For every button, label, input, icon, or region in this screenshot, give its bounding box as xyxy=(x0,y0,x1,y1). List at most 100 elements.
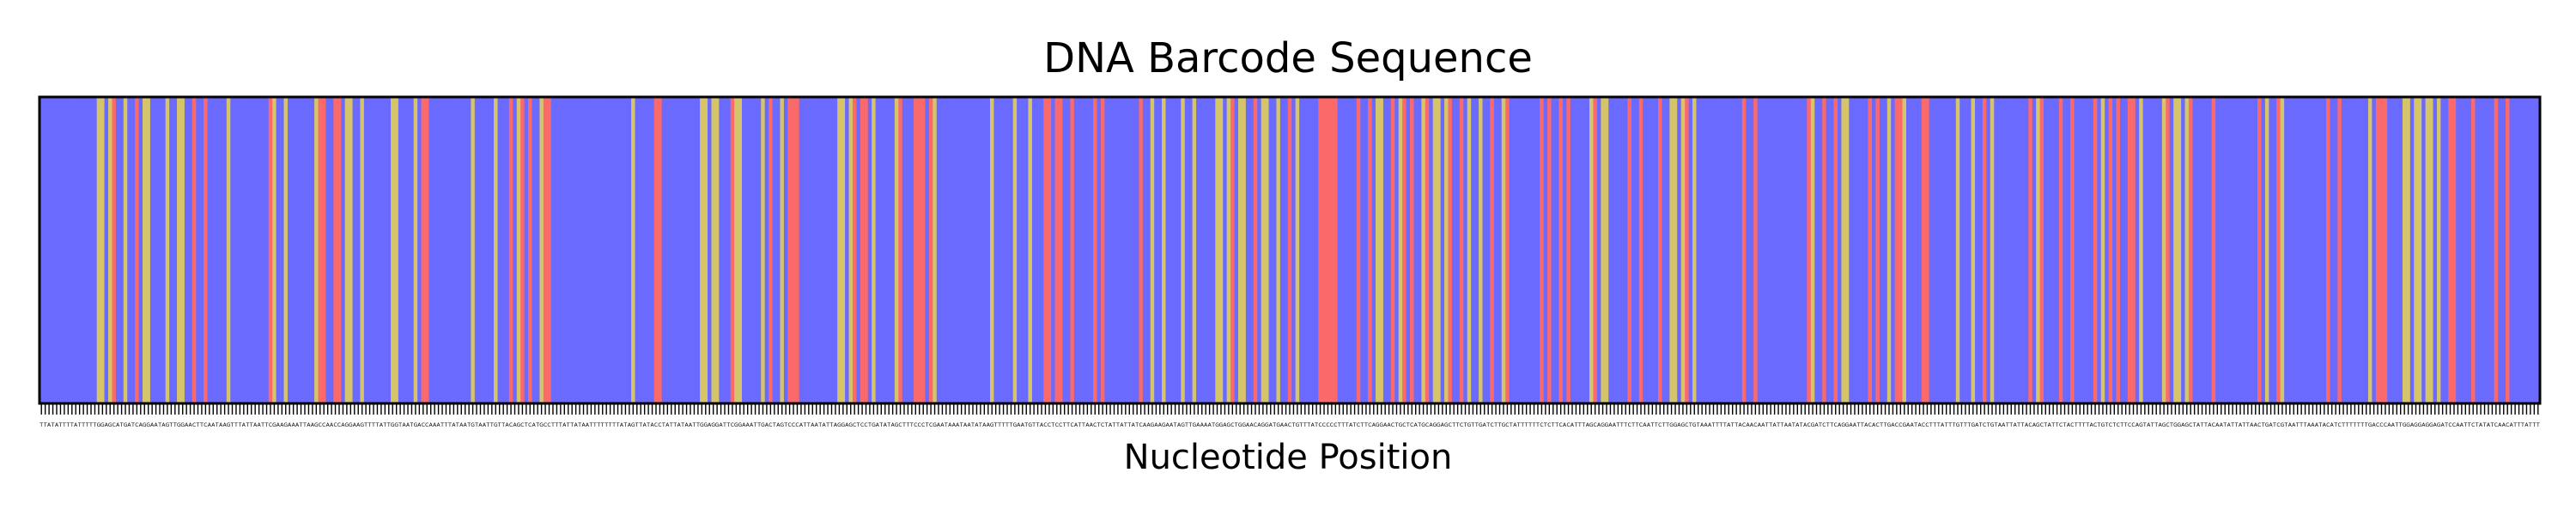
x-tick-label: T xyxy=(829,422,834,428)
x-tick-label: T xyxy=(1959,422,1964,428)
x-tick-label: A xyxy=(433,422,437,428)
nucleotide-bar xyxy=(2211,97,2216,403)
x-tick-label: A xyxy=(330,422,334,428)
x-tick-label: A xyxy=(665,422,670,428)
x-tick-label: A xyxy=(326,422,331,428)
x-tick-label: T xyxy=(1818,422,1822,428)
nucleotide-bar xyxy=(2417,97,2422,403)
x-tick-label: A xyxy=(161,422,166,428)
nucleotide-bar xyxy=(165,97,170,403)
nucleotide-bar xyxy=(2222,97,2227,403)
nucleotide-bar xyxy=(222,97,228,403)
nucleotide-bar xyxy=(1501,97,1506,403)
nucleotide-bar xyxy=(2161,97,2166,403)
x-tick-label: T xyxy=(2341,422,2345,428)
x-tick-label: G xyxy=(841,422,846,428)
x-tick-label: G xyxy=(166,422,170,428)
x-tick-label: T xyxy=(1036,422,1040,428)
x-tick-label: T xyxy=(234,422,238,428)
x-tick-label: A xyxy=(1223,422,1227,428)
x-tick-label: T xyxy=(1314,422,1318,428)
nucleotide-bar xyxy=(890,97,896,403)
nucleotide-bar xyxy=(539,97,544,403)
nucleotide-bar xyxy=(867,97,872,403)
nucleotide-bar xyxy=(2208,97,2213,403)
nucleotide-bar xyxy=(520,97,525,403)
x-tick-label: C xyxy=(860,422,864,428)
x-tick-label: C xyxy=(2379,422,2383,428)
x-tick-label: C xyxy=(1566,422,1570,428)
nucleotide-bar xyxy=(2063,97,2068,403)
x-tick-label: A xyxy=(650,422,654,428)
x-tick-label: T xyxy=(2043,422,2047,428)
nucleotide-bar xyxy=(2398,97,2403,403)
nucleotide-bar xyxy=(2112,97,2117,403)
nucleotide-bar xyxy=(1287,97,1292,403)
nucleotide-bar xyxy=(993,97,999,403)
x-tick-label: C xyxy=(864,422,867,428)
x-tick-label: G xyxy=(471,422,475,428)
nucleotide-bar xyxy=(356,97,361,403)
nucleotide-bar xyxy=(1582,97,1586,403)
nucleotide-bar xyxy=(1818,97,1823,403)
nucleotide-bar xyxy=(1245,97,1250,403)
nucleotide-bar xyxy=(600,97,605,403)
x-tick-label: T xyxy=(616,422,620,428)
nucleotide-bar xyxy=(650,97,655,403)
nucleotide-bar xyxy=(1123,97,1128,403)
nucleotide-bar xyxy=(616,97,621,403)
x-tick-label: T xyxy=(2119,422,2123,428)
x-tick-label: T xyxy=(2318,422,2323,428)
nucleotide-bar xyxy=(1493,97,1498,403)
nucleotide-bar xyxy=(272,97,276,403)
nucleotide-bar xyxy=(703,97,708,403)
nucleotide-bar xyxy=(1173,97,1178,403)
nucleotide-bar xyxy=(2440,97,2445,403)
x-tick-label: T xyxy=(2467,422,2471,428)
nucleotide-bar xyxy=(756,97,762,403)
x-tick-label: T xyxy=(638,422,642,428)
nucleotide-bar xyxy=(1643,97,1648,403)
x-tick-label: T xyxy=(959,422,963,428)
x-tick-label: A xyxy=(1017,422,1021,428)
x-tick-label: T xyxy=(1581,422,1585,428)
nucleotide-bar xyxy=(1627,97,1632,403)
nucleotide-bar xyxy=(2459,97,2464,403)
x-tick-label: T xyxy=(2356,422,2360,428)
x-tick-label: A xyxy=(55,422,59,428)
nucleotide-bar xyxy=(1200,97,1205,403)
nucleotide-bar xyxy=(1024,97,1029,403)
x-tick-label: C xyxy=(2337,422,2341,428)
nucleotide-bar xyxy=(1459,97,1464,403)
nucleotide-bar xyxy=(2311,97,2316,403)
x-tick-label: G xyxy=(1467,422,1472,428)
nucleotide-bar xyxy=(1230,97,1235,403)
x-tick-label: T xyxy=(1463,422,1467,428)
nucleotide-bar xyxy=(879,97,884,403)
nucleotide-bar xyxy=(1066,97,1071,403)
nucleotide-bar xyxy=(730,97,735,403)
nucleotide-bar xyxy=(115,97,120,403)
x-tick-label: A xyxy=(1196,422,1200,428)
x-tick-label: A xyxy=(815,422,819,428)
nucleotide-bar xyxy=(1307,97,1311,403)
x-tick-label: C xyxy=(337,422,341,428)
nucleotide-bar xyxy=(940,97,945,403)
nucleotide-bar xyxy=(417,97,422,403)
x-tick-label: G xyxy=(1376,422,1380,428)
nucleotide-bar xyxy=(1638,97,1643,403)
nucleotide-bar xyxy=(1990,97,1995,403)
x-tick-label: A xyxy=(2254,422,2258,428)
nucleotide-bar xyxy=(2501,97,2506,403)
nucleotide-bar xyxy=(611,97,617,403)
nucleotide-bar xyxy=(1348,97,1353,403)
nucleotide-bar xyxy=(508,97,513,403)
x-tick-label: T xyxy=(993,422,998,428)
nucleotide-bar xyxy=(1929,97,1934,403)
x-tick-label: T xyxy=(611,422,616,428)
x-tick-label: G xyxy=(2418,422,2422,428)
nucleotide-bar xyxy=(1425,97,1430,403)
nucleotide-bar xyxy=(1043,97,1048,403)
x-tick-label: C xyxy=(2384,422,2387,428)
nucleotide-bar xyxy=(1379,97,1384,403)
